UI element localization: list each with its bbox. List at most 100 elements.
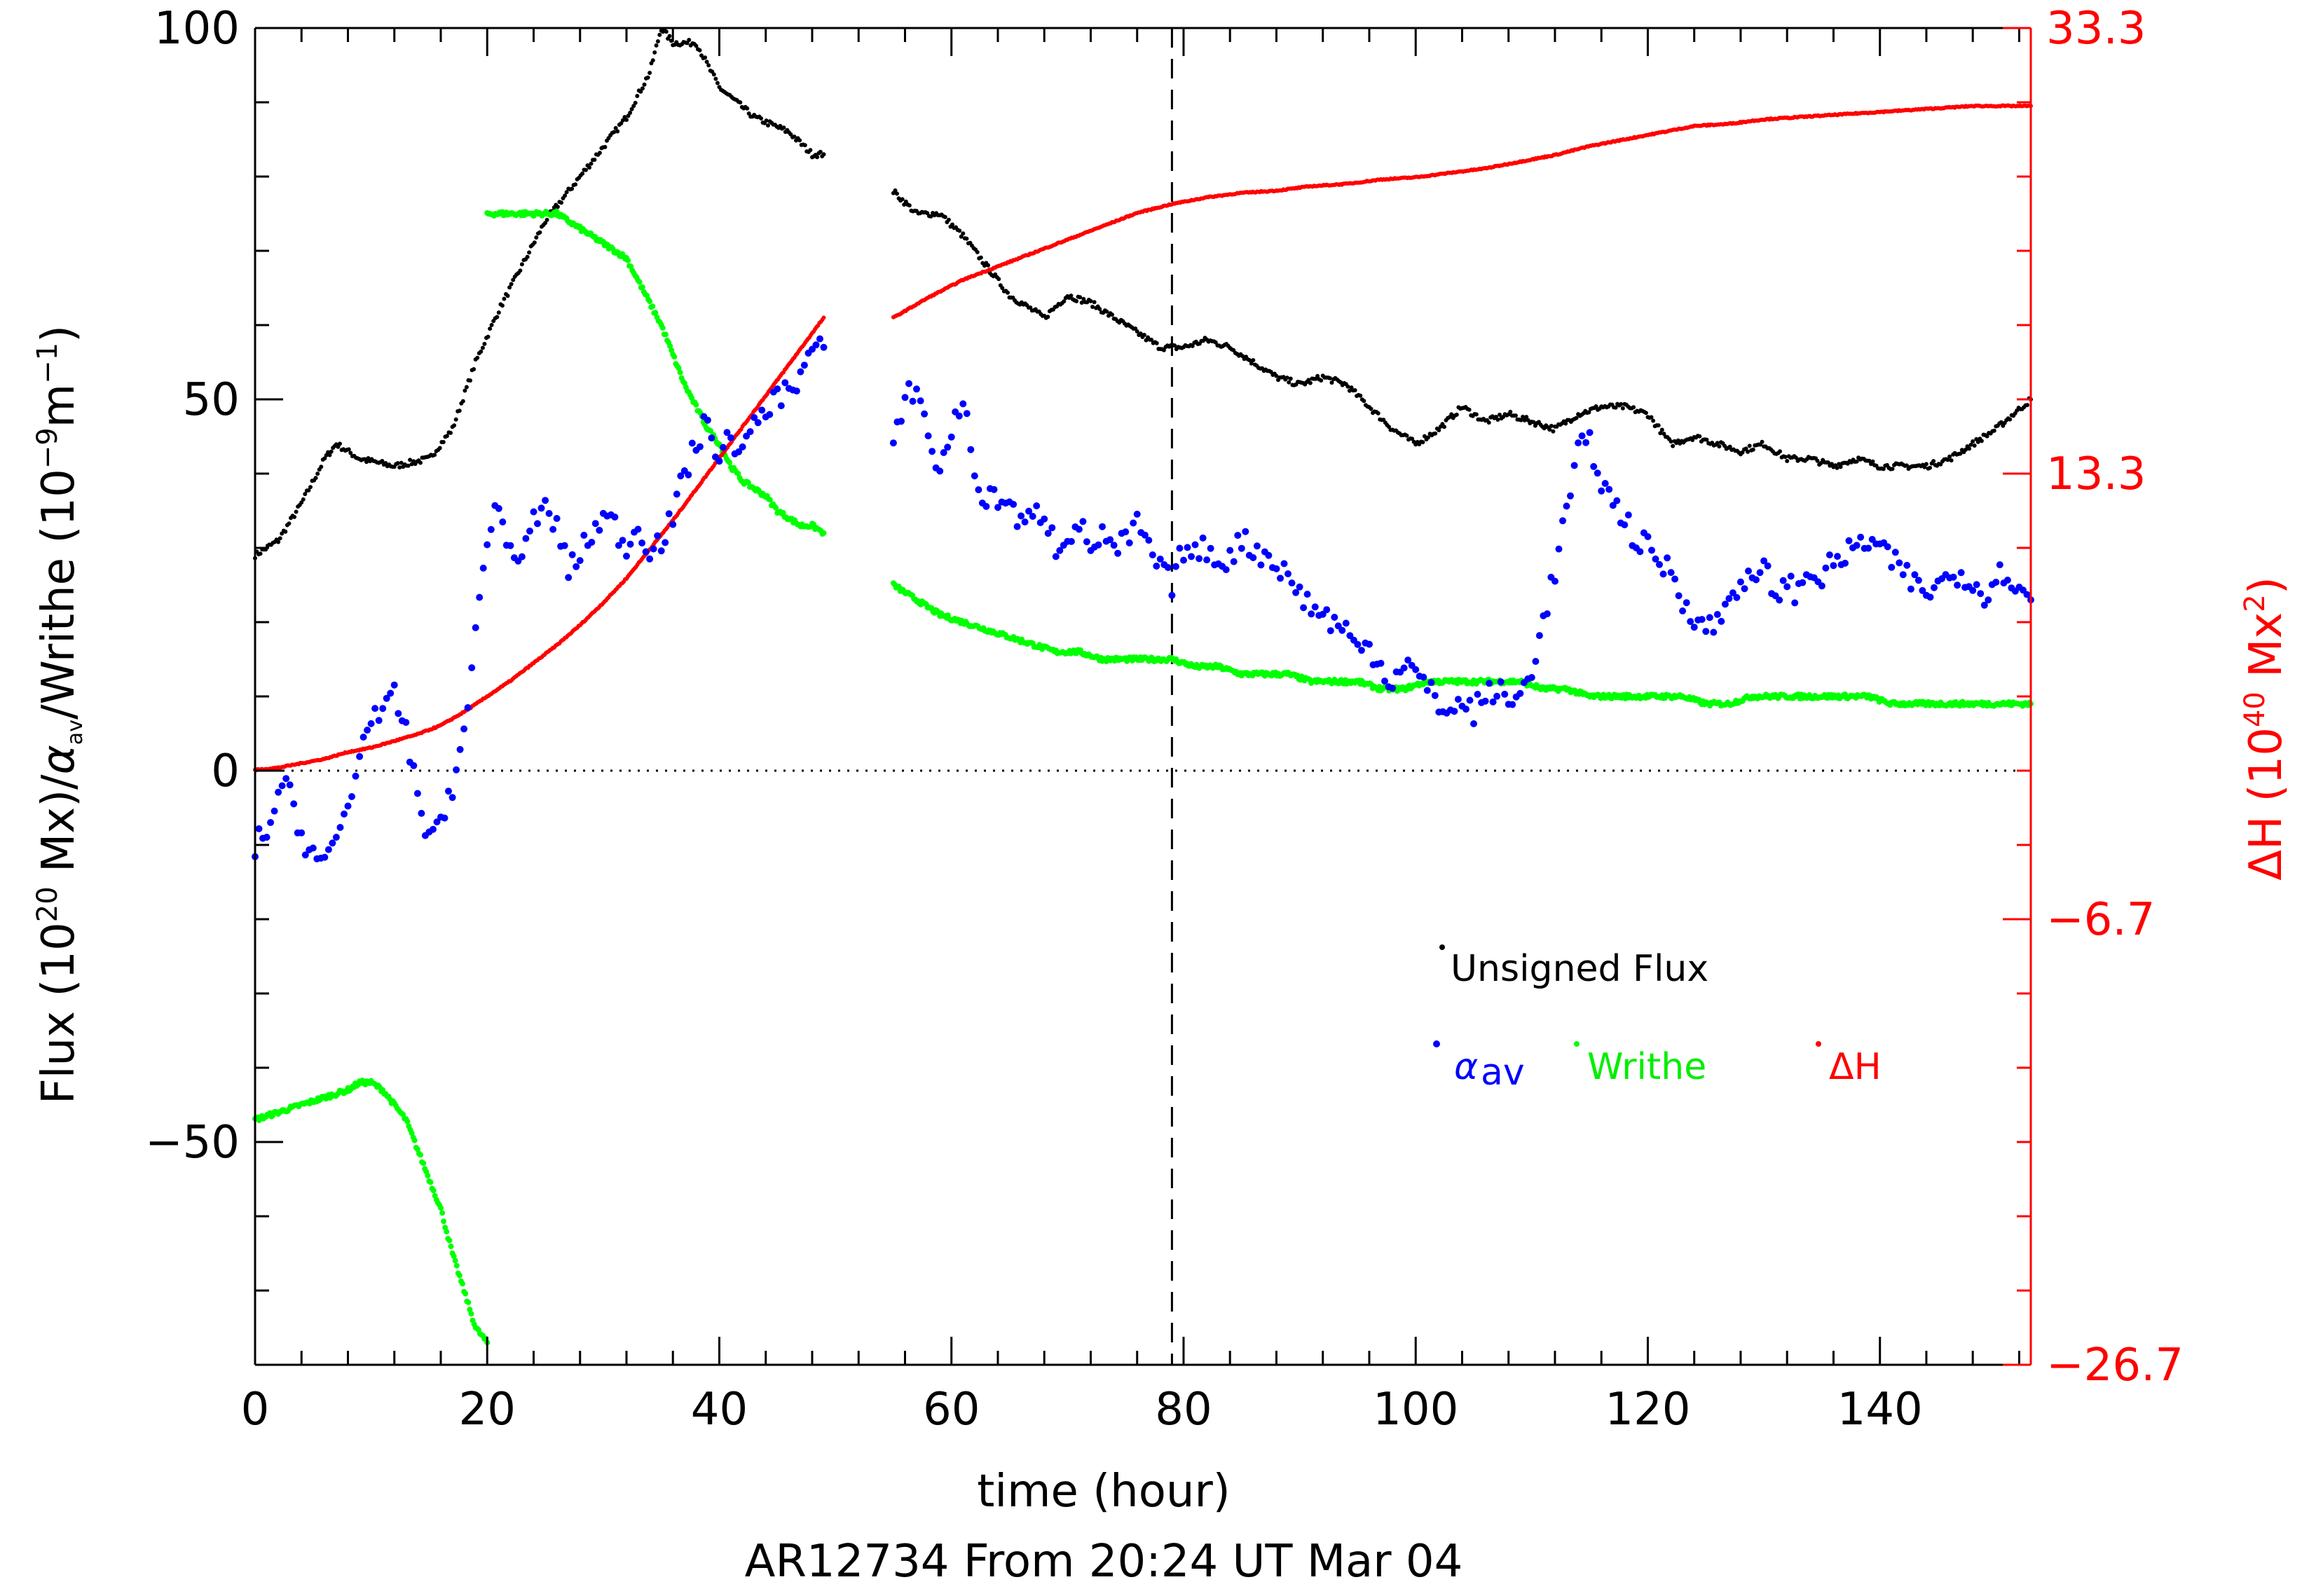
series-alpha-point: [1191, 541, 1199, 549]
series-writhe-point: [420, 1160, 427, 1167]
series-alpha-point: [1896, 559, 1903, 567]
series-flux-point: [1854, 459, 1859, 464]
series-alpha-point: [418, 809, 425, 817]
series-alpha-point: [576, 557, 584, 565]
series-alpha-point: [1586, 429, 1594, 436]
series-alpha-point: [1621, 521, 1629, 529]
series-alpha-point: [1822, 564, 1830, 572]
series-flux-point: [986, 263, 990, 268]
series-flux-point: [1727, 444, 1732, 449]
series-flux-point: [1613, 405, 1618, 410]
series-alpha-point: [1400, 664, 1408, 672]
series-alpha-point: [1830, 562, 1837, 570]
series-flux-point: [1521, 414, 1526, 419]
series-alpha-point: [329, 839, 336, 847]
series-flux-point: [1046, 315, 1050, 319]
series-alpha-point: [1648, 546, 1655, 554]
series-flux-point: [957, 228, 962, 233]
x-tick-label: 20: [459, 1384, 516, 1436]
series-alpha-point: [1366, 640, 1373, 648]
x-tick-label: 0: [241, 1384, 270, 1436]
series-alpha-point: [332, 834, 340, 841]
series-alpha-point: [1203, 556, 1211, 564]
series-flux-point: [287, 521, 292, 526]
series-writhe-point: [773, 504, 779, 511]
series-alpha-point: [947, 433, 955, 441]
series-alpha-point: [1842, 559, 1849, 567]
series-flux-point: [597, 151, 602, 156]
series-writhe-point: [554, 208, 560, 214]
series-alpha-point: [1130, 519, 1137, 527]
series-flux-point: [2008, 417, 2013, 422]
series-flux-point: [432, 453, 437, 458]
series-flux-point: [1437, 428, 1441, 432]
series-flux-point: [457, 408, 462, 413]
series-alpha-point: [1706, 614, 1713, 621]
series-alpha-point: [1865, 544, 1872, 552]
series-flux-point: [629, 106, 634, 111]
series-flux-point: [1426, 435, 1430, 440]
series-writhe-point: [441, 1218, 447, 1225]
plot-area: [252, 28, 2034, 1365]
series-alpha-point: [1516, 689, 1524, 697]
series-flux-point: [500, 303, 505, 308]
series-writhe-point: [448, 1243, 454, 1249]
series-flux-point: [1751, 447, 1755, 452]
series-alpha-point: [746, 428, 754, 436]
series-flux-point: [1097, 307, 1102, 311]
series-alpha-point: [1954, 582, 1961, 589]
series-alpha-point: [1698, 616, 1706, 624]
series-writhe-point: [414, 1146, 420, 1153]
series-alpha-point: [1973, 581, 1980, 589]
series-alpha-point: [2023, 591, 2031, 598]
series-alpha-point: [591, 520, 599, 528]
series-alpha-point: [507, 542, 514, 549]
series-alpha-point: [1300, 604, 1308, 612]
series-flux-point: [437, 446, 442, 450]
series-alpha-point: [1067, 537, 1075, 545]
series-alpha-point: [944, 443, 952, 451]
series-alpha-point: [1624, 511, 1632, 518]
series-alpha-point: [476, 593, 484, 601]
series-alpha-point: [1342, 619, 1350, 627]
axes: 0 20 40 60 80 100 120 140 100 50 0 −50 33.3 13.3 −6.7 −…: [145, 3, 2184, 1436]
series-alpha-point: [433, 818, 441, 826]
series-alpha-point: [905, 380, 912, 387]
series-alpha-point: [456, 745, 464, 753]
series-alpha-point: [344, 802, 352, 810]
series-flux-point: [1651, 418, 1656, 423]
series-alpha-point: [1760, 557, 1768, 565]
series-alpha-point: [1578, 432, 1586, 440]
series-alpha-point: [634, 525, 642, 533]
series-alpha-point: [1288, 579, 1296, 587]
series-flux-point: [694, 43, 699, 48]
series-alpha-point: [352, 772, 359, 780]
series-flux-point: [1474, 412, 1479, 417]
series-alpha-point: [1412, 666, 1420, 673]
series-flux-point: [338, 441, 342, 446]
series-flux-point: [1508, 409, 1513, 414]
series-flux-point: [1442, 425, 1446, 429]
series-flux-point: [1547, 427, 1552, 432]
series-alpha-point: [1501, 690, 1509, 698]
series-alpha-point: [1149, 551, 1156, 558]
series-flux-point: [313, 476, 318, 481]
series-flux-point: [1783, 455, 1788, 460]
series-flux-point: [815, 155, 820, 160]
series-flux-point: [444, 434, 449, 439]
series-flux-point: [1081, 296, 1086, 301]
series-flux-point: [1818, 461, 1823, 465]
series-flux-point: [589, 161, 594, 166]
series-alpha-point: [967, 446, 975, 453]
series-alpha-point: [395, 710, 402, 717]
series-flux-point: [380, 459, 385, 463]
series-alpha-point: [1427, 679, 1435, 687]
series-writhe-point: [780, 509, 786, 516]
series-flux-point: [1420, 440, 1425, 445]
series-alpha-point: [708, 434, 715, 442]
series-alpha-point: [665, 510, 673, 518]
series-flux-point: [452, 423, 457, 428]
series-alpha-point: [1099, 523, 1106, 530]
series-flux-point: [654, 43, 659, 48]
series-flux-point: [1327, 376, 1332, 380]
